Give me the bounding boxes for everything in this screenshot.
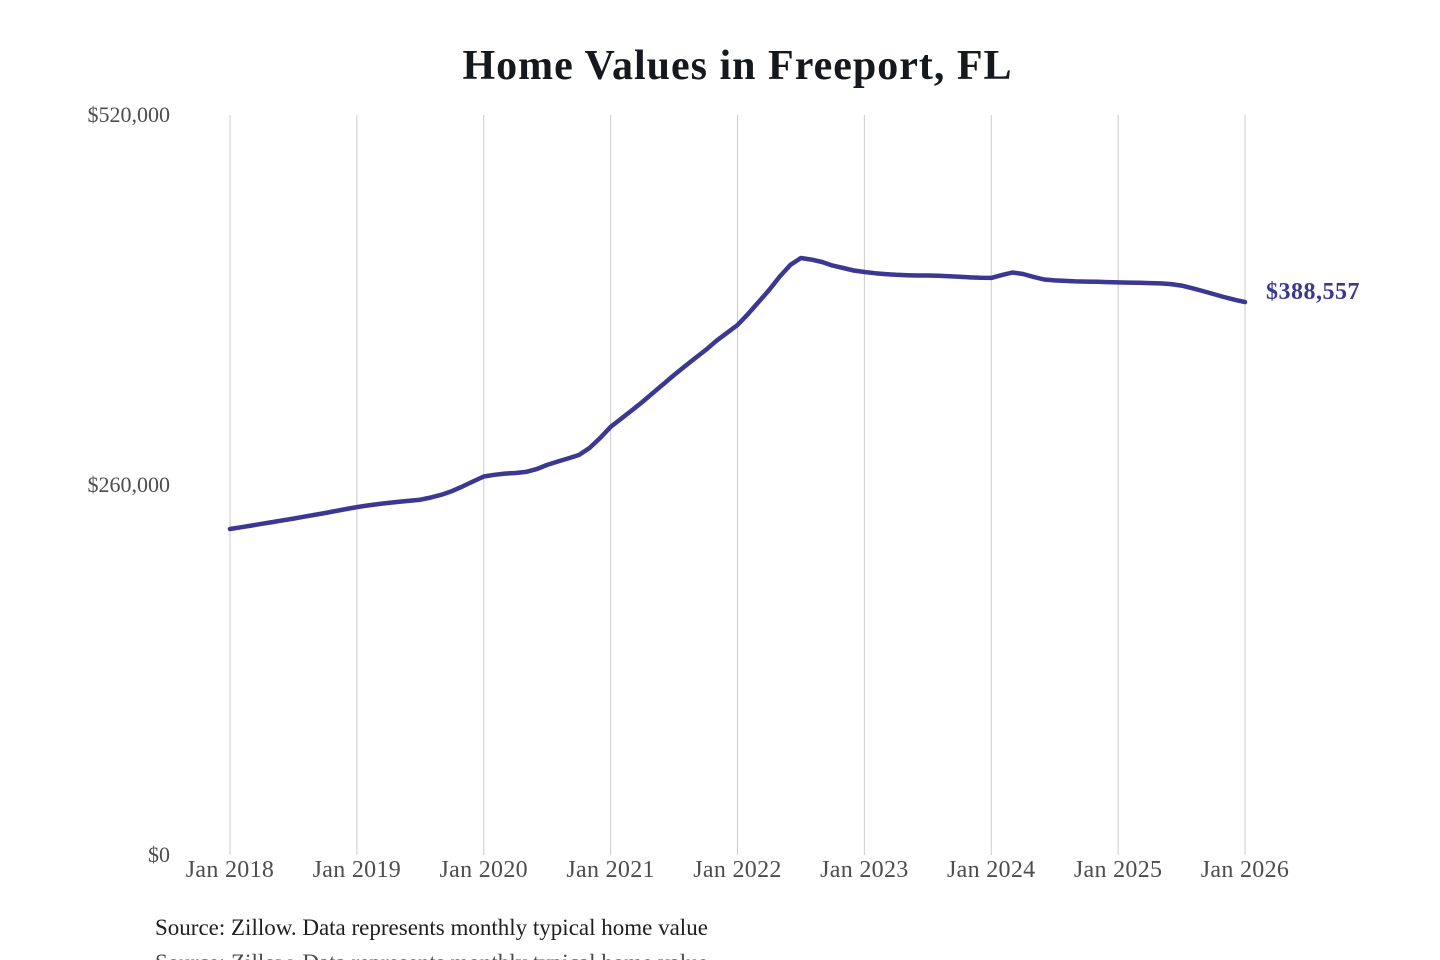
source-note-clipped-overflow: Source: Zillow. Data represents monthly … <box>155 950 708 960</box>
chart-title: Home Values in Freeport, FL <box>462 43 1013 89</box>
home-value-line <box>227 255 1248 532</box>
source-note: Source: Zillow. Data represents monthly … <box>155 915 708 940</box>
